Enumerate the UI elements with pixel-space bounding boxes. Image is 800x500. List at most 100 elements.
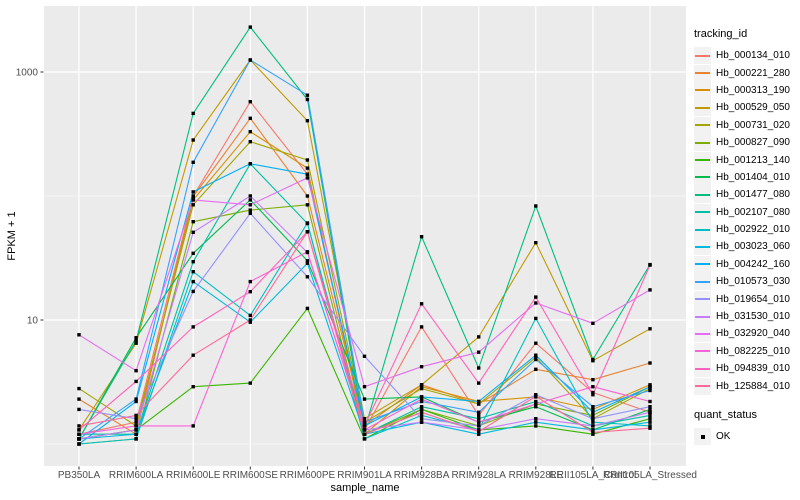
data-point: [477, 429, 481, 434]
data-point: [534, 424, 538, 428]
data-point: [305, 230, 310, 234]
data-point: [648, 424, 652, 428]
data-point: [134, 339, 138, 343]
data-point: [477, 432, 481, 436]
data-point: [534, 295, 538, 299]
data-point: [648, 407, 652, 412]
data-point: [419, 395, 424, 399]
legend-item: Hb_000731_020: [694, 116, 798, 134]
data-point: [419, 413, 424, 418]
data-point: [191, 111, 195, 116]
data-point: [534, 420, 538, 424]
data-point: [534, 353, 538, 357]
data-point: [534, 394, 538, 399]
legend-item-label: Hb_094839_010: [716, 363, 790, 375]
data-point: [191, 251, 195, 255]
data-point: [134, 397, 138, 401]
data-point: [248, 194, 252, 198]
legend-item-label: OK: [716, 431, 731, 442]
data-point: [134, 399, 138, 404]
legend-key-swatch: [694, 186, 711, 204]
line-swatch-icon: [695, 367, 710, 370]
legend-item: Hb_082225_010: [694, 342, 798, 360]
legend-item-label: Hb_001477_080: [716, 189, 790, 201]
data-point: [362, 385, 367, 389]
data-point: [477, 417, 481, 421]
data-point: [191, 198, 195, 202]
data-point: [419, 410, 424, 414]
data-point: [534, 399, 538, 404]
legend-key-swatch: [694, 116, 711, 134]
data-point: [534, 357, 538, 362]
data-point: [134, 417, 138, 421]
data-point: [648, 288, 652, 292]
legend-key-swatch: [694, 377, 711, 395]
data-point: [534, 316, 538, 321]
legend-key-swatch: [694, 64, 711, 82]
data-point: [248, 318, 252, 322]
data-point: [591, 417, 595, 421]
line-swatch-icon: [695, 385, 710, 388]
legend-key-swatch: [694, 99, 711, 117]
line-swatch-icon: [695, 72, 710, 75]
legend-key-swatch: [694, 134, 711, 152]
data-point: [648, 410, 652, 414]
data-point: [191, 385, 195, 389]
data-point: [591, 424, 595, 428]
data-point: [134, 341, 138, 345]
data-point: [362, 354, 367, 358]
tracking-id-legend: tracking_id Hb_000134_010 Hb_000221_280 Hb…: [694, 28, 798, 445]
data-point: [534, 355, 538, 359]
data-point: [134, 428, 138, 432]
legend-item: Hb_002107_080: [694, 203, 798, 221]
data-point: [591, 428, 595, 432]
data-point: [591, 430, 595, 435]
legend-item: Hb_004242_160: [694, 255, 798, 273]
data-point: [362, 437, 367, 441]
data-point: [191, 353, 195, 357]
data-point: [591, 420, 595, 424]
line-swatch-icon: [695, 193, 710, 196]
data-point: [248, 130, 252, 134]
legend-item: Hb_003023_060: [694, 238, 798, 256]
data-point: [477, 335, 481, 339]
legend-item-label: Hb_082225_010: [716, 345, 790, 357]
line-swatch-icon: [695, 245, 710, 248]
data-point: [248, 208, 252, 212]
quant-ok-key-swatch: [694, 428, 711, 445]
data-point: [648, 399, 652, 404]
data-point: [248, 58, 252, 62]
legend-item-label: Hb_010573_030: [716, 276, 790, 288]
data-point: [534, 301, 538, 305]
legend-title: tracking_id: [694, 28, 748, 40]
data-point: [362, 417, 367, 421]
y-axis-title: FPKM + 1: [6, 211, 18, 261]
data-point: [591, 407, 595, 412]
data-point: [305, 172, 310, 176]
data-point: [591, 378, 595, 382]
data-point: [534, 204, 538, 208]
data-point: [248, 116, 252, 120]
data-point: [419, 365, 424, 369]
data-point: [648, 327, 652, 331]
data-point: [248, 279, 252, 284]
legend-item-label: Hb_002107_080: [716, 206, 790, 218]
data-point: [134, 437, 138, 441]
legend-item: Hb_000313_190: [694, 81, 798, 99]
data-point: [191, 279, 195, 284]
data-point: [648, 385, 652, 389]
data-point: [305, 97, 310, 102]
legend-key-swatch: [694, 325, 711, 343]
legend-item: OK: [694, 428, 798, 445]
x-tick-label: RRIM600LA: [109, 470, 164, 481]
data-point: [77, 432, 81, 436]
data-point: [477, 399, 481, 404]
data-point: [134, 420, 138, 424]
data-point: [419, 302, 424, 306]
data-point: [591, 432, 595, 436]
data-point: [191, 190, 195, 194]
legend-key-swatch: [694, 47, 711, 65]
line-swatch-icon: [695, 350, 710, 353]
legend-item-label: Hb_001213_140: [716, 154, 790, 166]
